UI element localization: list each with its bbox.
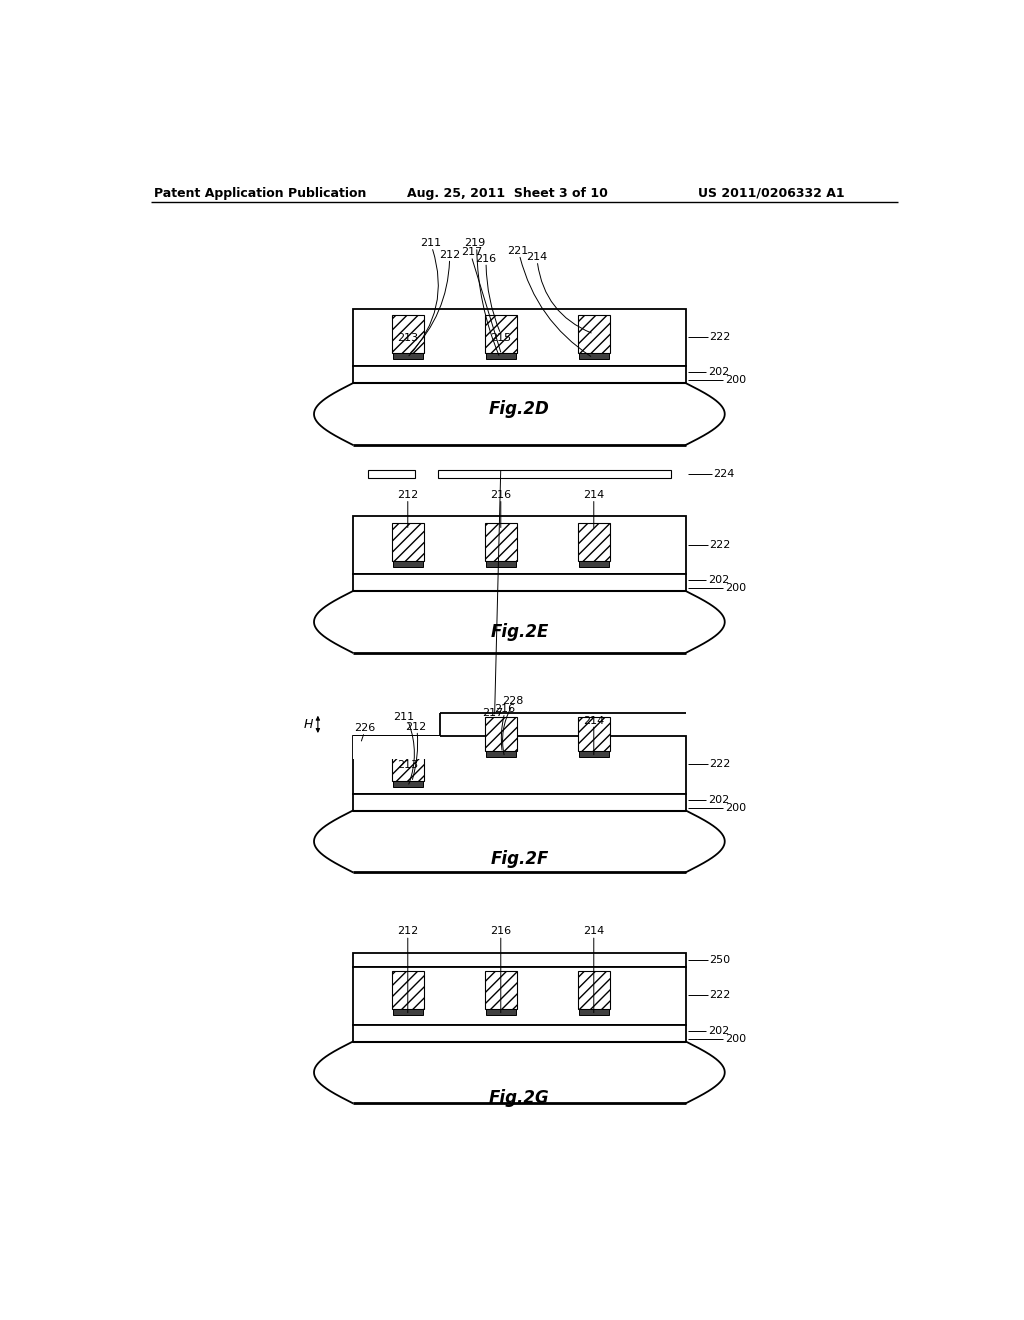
Text: 222: 222 bbox=[710, 759, 731, 770]
Text: 212: 212 bbox=[404, 722, 426, 731]
Text: 213: 213 bbox=[397, 333, 419, 343]
Bar bbox=[391, 742, 424, 780]
Text: H: H bbox=[304, 718, 313, 731]
Text: US 2011/0206332 A1: US 2011/0206332 A1 bbox=[698, 186, 845, 199]
Text: 202: 202 bbox=[708, 367, 729, 378]
Text: 216: 216 bbox=[490, 490, 511, 500]
Bar bbox=[486, 354, 515, 359]
Text: 213: 213 bbox=[397, 760, 419, 770]
Text: 222: 222 bbox=[710, 540, 731, 550]
Bar bbox=[352, 737, 686, 793]
Bar bbox=[352, 574, 686, 591]
Bar bbox=[352, 309, 686, 367]
Bar bbox=[393, 354, 423, 359]
Bar bbox=[352, 966, 686, 1024]
Text: 214: 214 bbox=[583, 490, 604, 500]
Bar bbox=[393, 780, 423, 787]
Bar bbox=[484, 314, 517, 354]
Text: 221: 221 bbox=[507, 246, 528, 256]
Text: 214: 214 bbox=[526, 252, 548, 261]
Text: 211: 211 bbox=[420, 238, 440, 248]
Text: 217: 217 bbox=[461, 247, 482, 257]
Bar bbox=[352, 953, 686, 966]
Bar bbox=[352, 1024, 686, 1041]
Bar bbox=[352, 366, 686, 383]
Bar bbox=[484, 717, 517, 751]
Bar bbox=[484, 523, 517, 561]
Text: 226: 226 bbox=[353, 723, 375, 733]
Bar bbox=[486, 751, 515, 758]
Bar bbox=[579, 561, 608, 568]
Text: Fig.2D: Fig.2D bbox=[489, 400, 550, 417]
Bar bbox=[369, 470, 415, 478]
Text: 202: 202 bbox=[708, 1026, 729, 1036]
Bar bbox=[484, 970, 517, 1010]
Text: 200: 200 bbox=[725, 803, 745, 813]
Text: 212: 212 bbox=[439, 249, 460, 260]
Text: 215: 215 bbox=[490, 333, 511, 343]
Text: 228: 228 bbox=[502, 696, 523, 706]
Bar bbox=[486, 561, 515, 568]
Text: 214: 214 bbox=[583, 715, 604, 726]
Text: Fig.2G: Fig.2G bbox=[489, 1089, 550, 1106]
Bar bbox=[352, 737, 439, 759]
Text: Aug. 25, 2011  Sheet 3 of 10: Aug. 25, 2011 Sheet 3 of 10 bbox=[408, 186, 608, 199]
Text: 200: 200 bbox=[725, 375, 745, 385]
Text: 217: 217 bbox=[482, 708, 504, 718]
Text: 202: 202 bbox=[708, 795, 729, 805]
Text: 219: 219 bbox=[465, 238, 485, 248]
Text: 224: 224 bbox=[713, 469, 734, 479]
Bar bbox=[391, 970, 424, 1010]
Text: 222: 222 bbox=[710, 990, 731, 1001]
Bar bbox=[391, 314, 424, 354]
Text: 211: 211 bbox=[393, 711, 415, 722]
Bar bbox=[578, 314, 610, 354]
Bar bbox=[393, 1010, 423, 1015]
Text: 250: 250 bbox=[710, 954, 730, 965]
Text: 212: 212 bbox=[397, 927, 419, 936]
Bar bbox=[579, 1010, 608, 1015]
Text: 200: 200 bbox=[725, 583, 745, 593]
Text: Fig.2F: Fig.2F bbox=[490, 850, 549, 869]
Bar bbox=[578, 970, 610, 1010]
Bar bbox=[486, 1010, 515, 1015]
Bar bbox=[579, 354, 608, 359]
Bar bbox=[578, 523, 610, 561]
Bar bbox=[393, 561, 423, 568]
Text: Fig.2E: Fig.2E bbox=[490, 623, 549, 642]
Bar bbox=[352, 793, 686, 810]
Text: 216: 216 bbox=[490, 927, 511, 936]
Text: 214: 214 bbox=[583, 927, 604, 936]
Text: 212: 212 bbox=[397, 490, 419, 500]
Bar bbox=[438, 470, 671, 478]
Text: 202: 202 bbox=[708, 576, 729, 585]
Text: 222: 222 bbox=[710, 333, 731, 342]
Text: 216: 216 bbox=[495, 704, 515, 714]
Bar bbox=[579, 751, 608, 758]
Bar bbox=[578, 717, 610, 751]
Bar bbox=[352, 516, 686, 574]
Text: 216: 216 bbox=[475, 253, 497, 264]
Text: 200: 200 bbox=[725, 1034, 745, 1044]
Text: Patent Application Publication: Patent Application Publication bbox=[154, 186, 366, 199]
Bar bbox=[391, 523, 424, 561]
